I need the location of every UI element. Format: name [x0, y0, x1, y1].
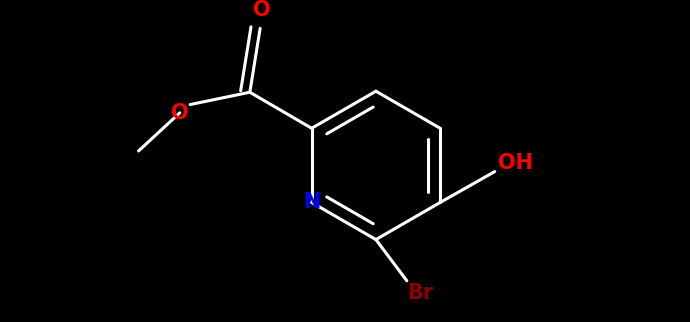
Text: O: O [171, 103, 188, 123]
Text: N: N [303, 193, 320, 213]
Text: OH: OH [498, 153, 533, 173]
Text: Br: Br [407, 283, 433, 303]
Text: O: O [253, 0, 271, 20]
